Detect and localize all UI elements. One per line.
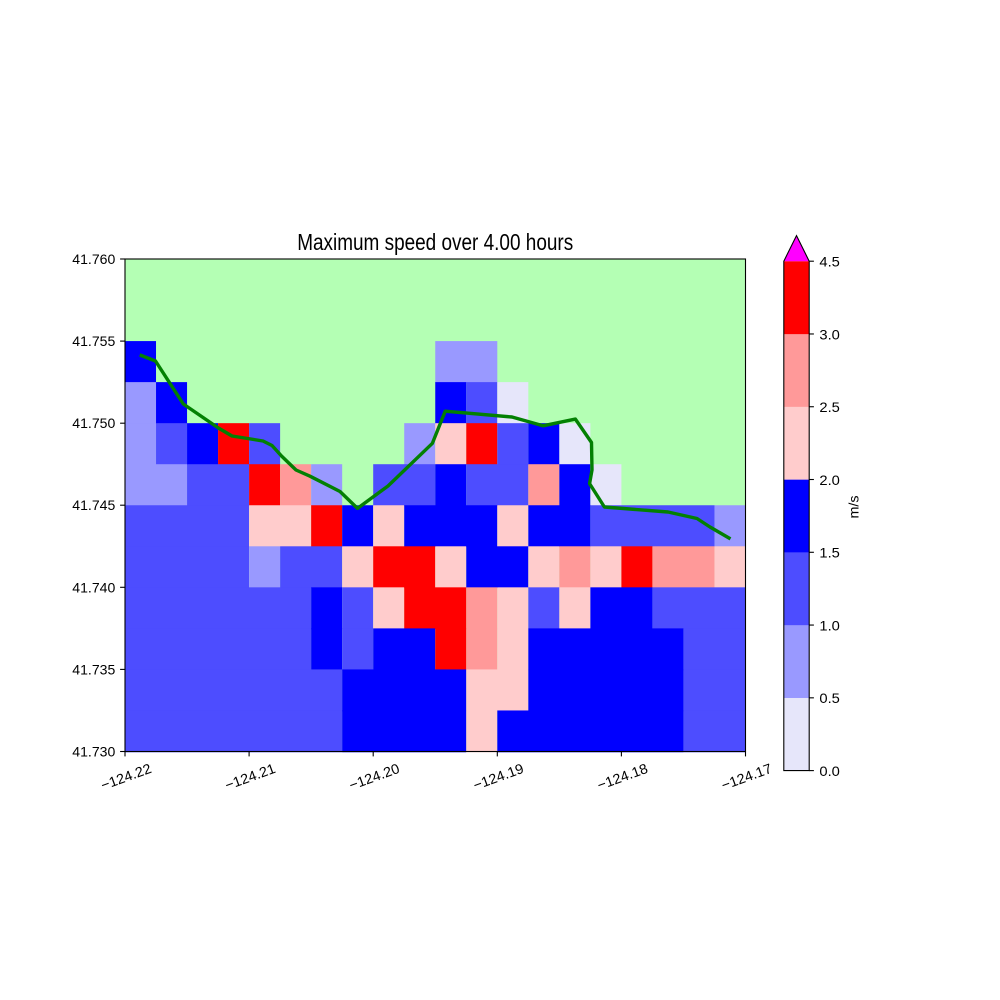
svg-text:3.0: 3.0 bbox=[819, 326, 840, 342]
svg-text:41.735: 41.735 bbox=[72, 661, 115, 677]
svg-text:41.760: 41.760 bbox=[72, 251, 115, 267]
svg-text:41.730: 41.730 bbox=[72, 744, 115, 760]
svg-text:0.5: 0.5 bbox=[819, 690, 840, 706]
svg-text:1.5: 1.5 bbox=[819, 545, 840, 561]
svg-text:m/s: m/s bbox=[846, 496, 862, 519]
svg-text:2.5: 2.5 bbox=[819, 399, 840, 415]
svg-text:4.5: 4.5 bbox=[819, 254, 840, 270]
svg-text:1.0: 1.0 bbox=[819, 617, 840, 633]
svg-text:Maximum speed over 4.00 hours: Maximum speed over 4.00 hours bbox=[297, 229, 573, 255]
svg-text:41.745: 41.745 bbox=[72, 497, 115, 513]
svg-text:41.755: 41.755 bbox=[72, 333, 115, 349]
svg-text:41.750: 41.750 bbox=[72, 415, 115, 431]
svg-text:0.0: 0.0 bbox=[819, 763, 840, 779]
svg-text:2.0: 2.0 bbox=[819, 472, 840, 488]
svg-text:41.740: 41.740 bbox=[72, 579, 115, 595]
